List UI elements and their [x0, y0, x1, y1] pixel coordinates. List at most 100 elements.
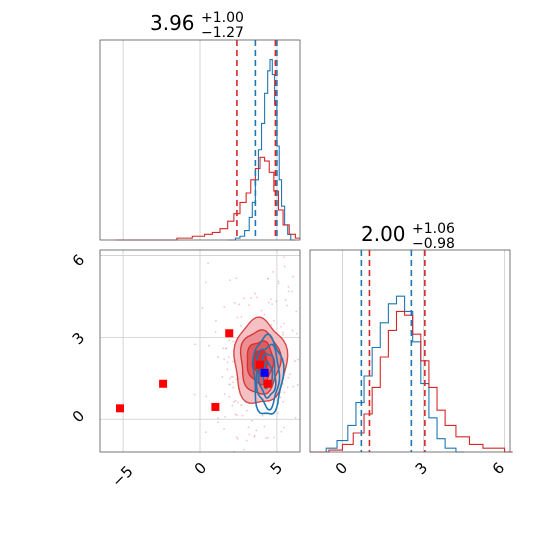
sample-point: [230, 375, 233, 378]
sample-point: [289, 373, 291, 376]
sample-point: [296, 383, 299, 386]
sample-point: [286, 304, 289, 307]
sample-point: [223, 358, 226, 361]
sample-point: [280, 325, 282, 328]
sample-point: [205, 395, 208, 398]
sample-point: [216, 417, 219, 420]
marginal-y-x-tick-label: 3: [412, 459, 431, 478]
marginal-x-title-minus: −1.27: [201, 25, 244, 41]
sample-point: [242, 297, 245, 300]
sample-point: [224, 416, 227, 418]
sample-point: [245, 409, 248, 412]
sample-point: [234, 413, 237, 416]
marginal-x-hist-series-1: [115, 156, 300, 241]
sample-point: [295, 310, 298, 313]
sample-point: [243, 448, 246, 451]
sample-point: [283, 426, 285, 429]
sample-point: [287, 290, 290, 293]
sample-point: [256, 296, 258, 299]
sample-point: [284, 299, 287, 301]
sample-point: [283, 322, 286, 325]
sample-point: [240, 316, 243, 318]
joint-x-tick-label: 0: [191, 459, 210, 478]
sample-point: [253, 436, 256, 439]
sample-point: [277, 280, 280, 283]
marginal-x-title: 3.96 +1.00 −1.27: [150, 10, 244, 41]
red-marker: [256, 360, 264, 369]
sample-point: [247, 426, 250, 429]
sample-point: [267, 436, 269, 439]
marginal-y-title: 2.00 +1.06 −0.98: [361, 221, 455, 252]
sample-point: [234, 399, 237, 402]
sample-point: [235, 277, 238, 280]
joint-y-tick-labels: 0 3 6: [69, 251, 88, 426]
sample-point: [279, 396, 282, 399]
marginal-y-title-plus: +1.06: [412, 221, 455, 237]
sample-point: [265, 437, 267, 440]
sample-point: [237, 401, 239, 404]
sample-point: [223, 428, 225, 430]
marginal-y-x-tick-label: 6: [489, 459, 508, 478]
marginal-y-title-minus: −0.98: [412, 236, 455, 252]
sample-point: [273, 436, 275, 439]
red-marker: [211, 402, 220, 411]
sample-point: [223, 305, 226, 308]
sample-point: [297, 358, 299, 361]
sample-point: [263, 425, 266, 428]
marginal-y-x-tick-label: 0: [332, 459, 351, 478]
sample-point: [277, 282, 280, 285]
sample-point: [291, 290, 294, 293]
sample-point: [250, 296, 252, 299]
sample-point: [232, 340, 235, 343]
joint-x-tick-labels: −5 0 5: [108, 459, 286, 491]
sample-point: [261, 414, 264, 417]
sample-point: [275, 300, 277, 303]
sample-point: [201, 307, 204, 309]
sample-point: [221, 376, 224, 378]
sample-point: [236, 437, 239, 440]
sample-point: [204, 431, 207, 433]
sample-point: [228, 356, 230, 359]
sample-point: [263, 313, 266, 316]
sample-point: [270, 298, 272, 300]
panel-frame: [99, 249, 301, 453]
marginal-y-panel: [309, 249, 513, 453]
marginal-x-panel: [99, 39, 301, 241]
sample-point: [232, 376, 234, 378]
sample-point: [231, 404, 234, 407]
sample-point: [238, 303, 241, 306]
sample-point: [271, 303, 274, 306]
marginal-x-title-value: 3.96: [150, 11, 195, 35]
joint-panel: [99, 249, 301, 453]
sample-point: [229, 279, 231, 282]
blue-contour: [257, 352, 277, 399]
marginal-y-x-tick-labels: 0 3 6: [332, 459, 508, 478]
sample-point: [232, 386, 235, 389]
sample-point: [267, 301, 270, 304]
sample-point: [296, 332, 298, 335]
sample-point: [207, 344, 210, 347]
sample-point: [251, 419, 253, 422]
sample-point: [240, 404, 243, 406]
sample-point: [253, 434, 256, 437]
marginal-y-hist-series-1: [310, 310, 513, 453]
sample-point: [233, 400, 235, 403]
sample-point: [283, 265, 286, 268]
sample-point: [222, 347, 225, 350]
sample-point: [292, 275, 295, 278]
sample-point: [229, 383, 231, 386]
sample-point: [229, 377, 231, 380]
sample-point: [225, 347, 227, 350]
sample-point: [294, 416, 297, 419]
sample-point: [272, 271, 275, 273]
marginal-x-hist-series-0: [227, 58, 296, 241]
marginal-y-title-value: 2.00: [361, 222, 406, 246]
sample-point: [294, 360, 296, 362]
red-marker: [159, 379, 168, 388]
sample-point: [292, 385, 295, 388]
sample-point: [217, 421, 220, 424]
sample-point: [231, 381, 234, 384]
sample-point: [245, 439, 248, 442]
sample-point: [239, 324, 242, 327]
